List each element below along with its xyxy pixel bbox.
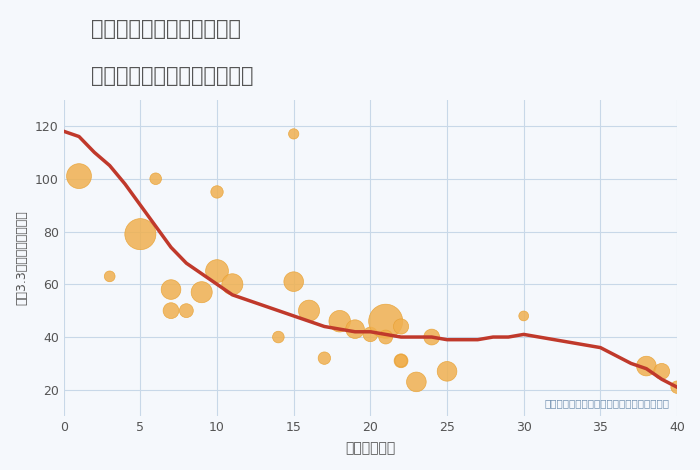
Point <box>135 230 146 238</box>
Point <box>165 286 176 293</box>
Point <box>150 175 161 182</box>
Point <box>671 384 682 391</box>
Point <box>318 354 330 362</box>
Text: 築年数別中古マンション価格: 築年数別中古マンション価格 <box>91 66 253 86</box>
Text: 兵庫県姫路市安富町瀬川の: 兵庫県姫路市安富町瀬川の <box>91 19 241 39</box>
Point <box>380 333 391 341</box>
Point <box>211 188 223 196</box>
Point <box>165 307 176 314</box>
Point <box>288 278 300 285</box>
Point <box>426 333 438 341</box>
Point <box>395 323 407 330</box>
Point <box>303 307 314 314</box>
Point <box>181 307 192 314</box>
Point <box>227 281 238 288</box>
Point <box>288 130 300 138</box>
Point <box>196 289 207 296</box>
Point <box>334 317 345 325</box>
Y-axis label: 坪（3.3㎡）単価（万円）: 坪（3.3㎡）単価（万円） <box>15 211 28 306</box>
Point <box>395 357 407 365</box>
Point <box>640 362 652 370</box>
Point <box>74 172 85 180</box>
Point <box>365 331 376 338</box>
Point <box>211 267 223 275</box>
Point <box>395 357 407 365</box>
Point <box>411 378 422 386</box>
Point <box>442 368 453 375</box>
X-axis label: 築年数（年）: 築年数（年） <box>345 441 396 455</box>
Point <box>656 368 667 375</box>
Point <box>380 317 391 325</box>
Text: 円の大きさは、取引のあった物件面積を示す: 円の大きさは、取引のあった物件面積を示す <box>545 398 669 408</box>
Point <box>518 312 529 320</box>
Point <box>104 273 116 280</box>
Point <box>273 333 284 341</box>
Point <box>349 325 360 333</box>
